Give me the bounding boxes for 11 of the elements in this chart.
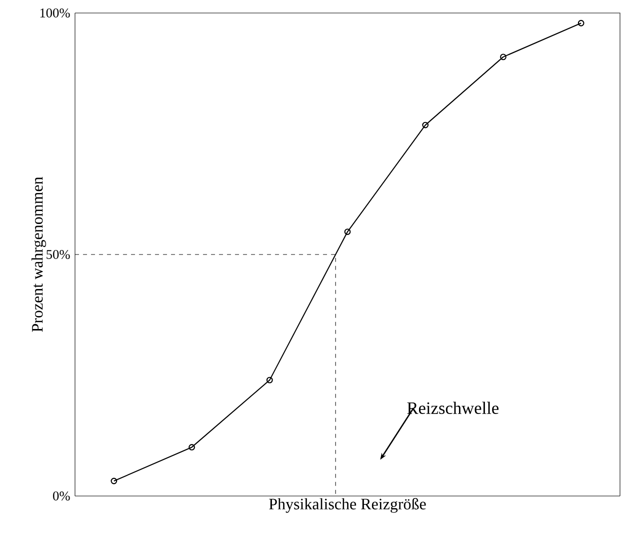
point [344,228,351,235]
point [188,444,195,450]
annotation: Reizschwelle [407,402,499,414]
point [500,54,506,60]
y-axis-title: Prozent wahrgenommen [31,176,46,332]
point [266,376,273,384]
y-tick-label: 50% [46,250,70,259]
y-tick-label: 0% [53,491,70,500]
y-tick-label: 100% [40,8,70,18]
point [422,122,429,128]
x-axis-title: Physikalische Reizgröße [269,498,426,513]
